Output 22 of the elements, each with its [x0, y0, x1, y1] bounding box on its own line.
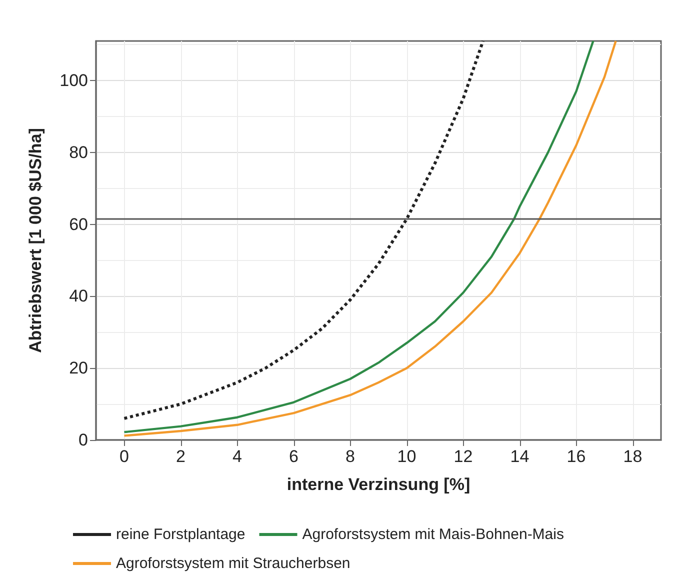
y-tick-label: 80 [69, 142, 88, 162]
x-tick-label: 16 [566, 447, 586, 466]
x-tick-label: 0 [120, 447, 129, 466]
x-tick-label: 14 [510, 447, 530, 466]
x-tick-label: 6 [289, 447, 298, 466]
x-tick-label: 18 [623, 447, 642, 466]
legend-label: Agroforstsystem mit Straucherbsen [116, 555, 350, 572]
y-tick-label: 40 [69, 286, 88, 306]
line-series [122, 40, 485, 420]
x-axis-title: interne Verzinsung [%] [286, 475, 470, 494]
y-tick-label: 100 [60, 71, 88, 90]
x-tick-label: 10 [397, 447, 416, 466]
y-tick-label: 0 [78, 430, 88, 450]
x-tick-label: 8 [346, 447, 355, 466]
x-tick-label: 4 [232, 447, 242, 466]
x-tick-label: 12 [454, 447, 473, 466]
y-tick-label: 20 [69, 358, 88, 378]
x-tick-label: 2 [176, 447, 186, 466]
y-tick-label: 60 [69, 214, 88, 234]
legend-label: Agroforstsystem mit Mais-Bohnen-Mais [302, 526, 564, 543]
y-axis-title: Abtriebswert [1 000 $US/ha] [26, 128, 45, 353]
legend-label: reine Forstplantage [116, 526, 246, 543]
